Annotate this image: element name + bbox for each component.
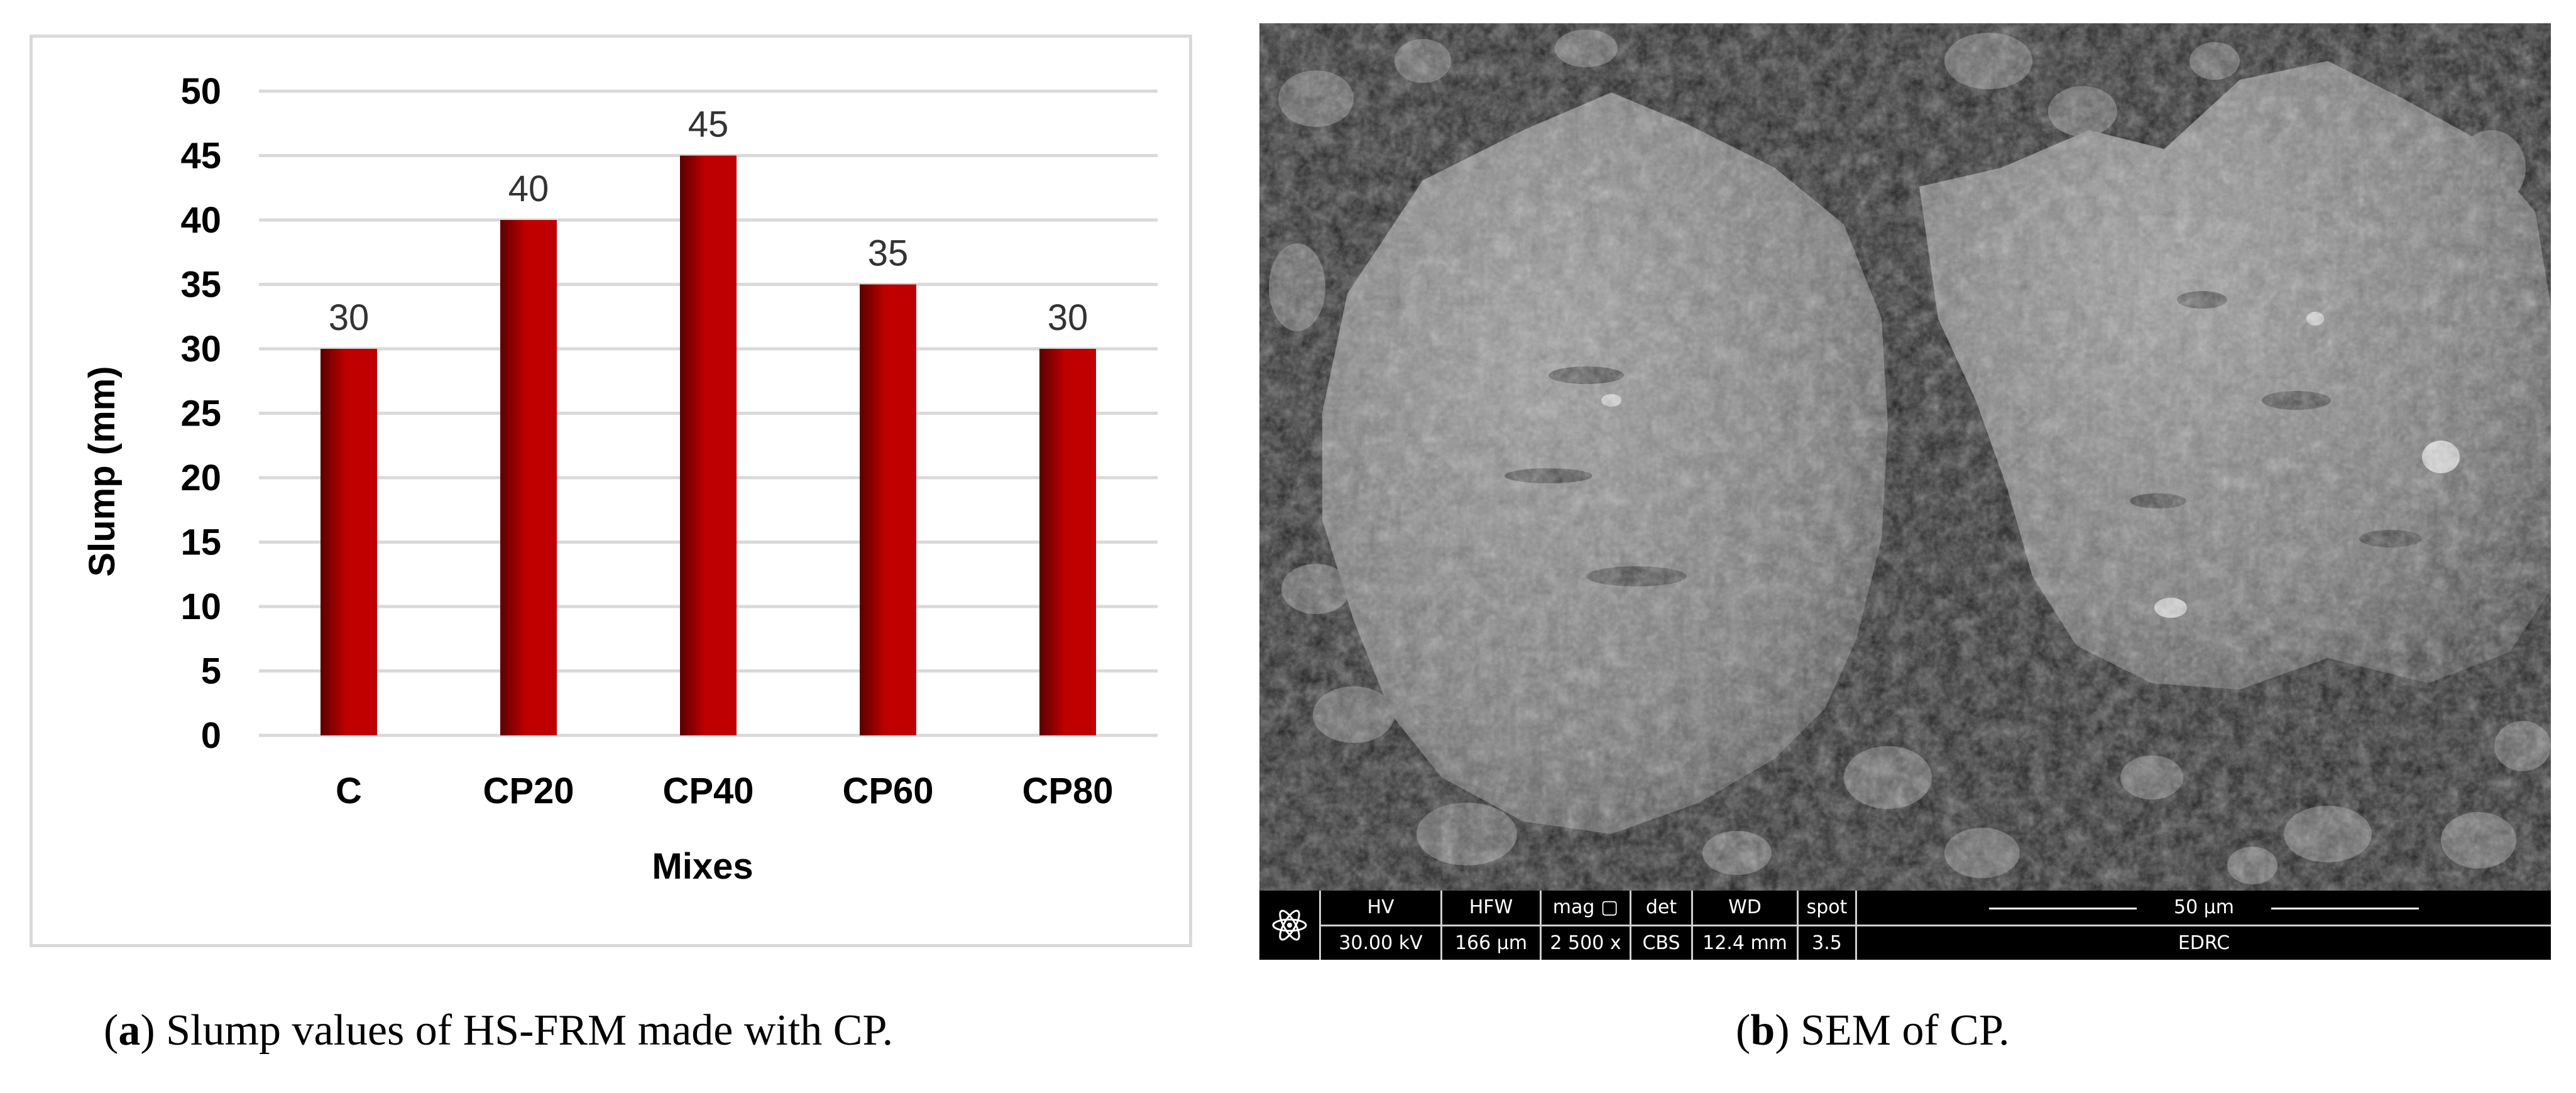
sem-scale-label: 50 µm — [2173, 896, 2235, 919]
y-tick-label: 20 — [180, 458, 221, 498]
sem-det-key: det — [1631, 891, 1691, 926]
y-tick-label: 10 — [180, 586, 221, 627]
y-tick-label: 0 — [201, 715, 221, 756]
caption-b: (b) SEM of CP. — [1736, 1006, 2010, 1055]
data-label: 40 — [508, 168, 549, 209]
sem-mag-cell: mag ▢ 2 500 x — [1542, 891, 1631, 960]
bar-cp60 — [860, 284, 916, 735]
scale-line-right — [2271, 907, 2419, 909]
sem-spot-value: 3.5 — [1812, 931, 1842, 954]
sem-spot-cell: spot 3.5 — [1799, 891, 1857, 960]
y-tick-label: 45 — [180, 136, 221, 177]
sem-det-value: CBS — [1642, 931, 1680, 954]
x-tick-label: C — [336, 771, 362, 811]
y-tick-label: 50 — [180, 71, 221, 112]
bar-c — [321, 349, 377, 735]
sem-hv-cell: HV 30.00 kV — [1321, 891, 1442, 960]
sem-hfw-value: 166 µm — [1454, 931, 1528, 954]
sem-hfw-cell: HFW 166 µm — [1442, 891, 1542, 960]
caption-b-text: SEM of CP. — [1789, 1006, 2010, 1055]
data-label: 45 — [688, 104, 729, 145]
bar-cp40 — [680, 155, 737, 735]
sem-micrograph: HV 30.00 kV HFW 166 µm mag ▢ 2 500 x det… — [1259, 23, 2551, 960]
scale-line-left — [1989, 907, 2137, 909]
sem-wd-key: WD — [1693, 891, 1797, 926]
x-tick-label: CP60 — [842, 771, 933, 811]
sem-hv-key: HV — [1321, 891, 1440, 926]
data-label: 35 — [868, 233, 909, 274]
sem-scale-cell: 50 µm EDRC — [1857, 891, 2551, 960]
bar-cp20 — [500, 220, 557, 735]
data-label: 30 — [1048, 297, 1088, 338]
y-axis-title: Slump (mm) — [82, 366, 123, 576]
sem-scale-bar: 50 µm — [1857, 891, 2551, 926]
y-tick-label: 25 — [180, 393, 221, 434]
x-axis-title: Mixes — [652, 846, 753, 887]
sem-hfw-key: HFW — [1442, 891, 1540, 926]
y-tick-label: 35 — [180, 265, 221, 305]
x-tick-label: CP80 — [1022, 771, 1113, 811]
caption-a-letter: a — [118, 1006, 141, 1055]
sem-mag-value: 2 500 x — [1550, 931, 1621, 954]
sem-info-bar: HV 30.00 kV HFW 166 µm mag ▢ 2 500 x det… — [1259, 891, 2551, 960]
slump-bar-chart: 0 5 10 15 20 25 30 35 40 45 50 C CP20 CP40 CP60 CP80 3… — [82, 71, 1158, 887]
chart-panel: 0 5 10 15 20 25 30 35 40 45 50 C CP20 CP40 CP60 CP80 3… — [30, 35, 1192, 947]
sem-mag-key: mag ▢ — [1542, 891, 1630, 926]
caption-a-text: Slump values of HS-FRM made with CP. — [155, 1006, 894, 1055]
caption-a: (a) Slump values of HS-FRM made with CP. — [104, 1006, 894, 1055]
y-tick-label: 5 — [201, 651, 221, 692]
sem-particles-image — [1259, 23, 2551, 891]
y-tick-label: 15 — [180, 522, 221, 563]
data-label: 30 — [329, 297, 370, 338]
y-tick-label: 30 — [180, 329, 221, 370]
bar-cp80 — [1039, 349, 1096, 735]
sem-wd-value: 12.4 mm — [1702, 931, 1787, 954]
sem-det-cell: det CBS — [1631, 891, 1693, 960]
sem-wd-cell: WD 12.4 mm — [1693, 891, 1799, 960]
sem-lab-label: EDRC — [2178, 931, 2230, 954]
y-tick-label: 40 — [180, 200, 221, 241]
x-tick-label: CP20 — [483, 771, 574, 811]
sem-hv-value: 30.00 kV — [1339, 931, 1423, 954]
atom-icon — [1259, 891, 1321, 960]
sem-spot-key: spot — [1799, 891, 1855, 926]
x-tick-label: CP40 — [662, 771, 754, 811]
caption-b-letter: b — [1750, 1006, 1775, 1055]
